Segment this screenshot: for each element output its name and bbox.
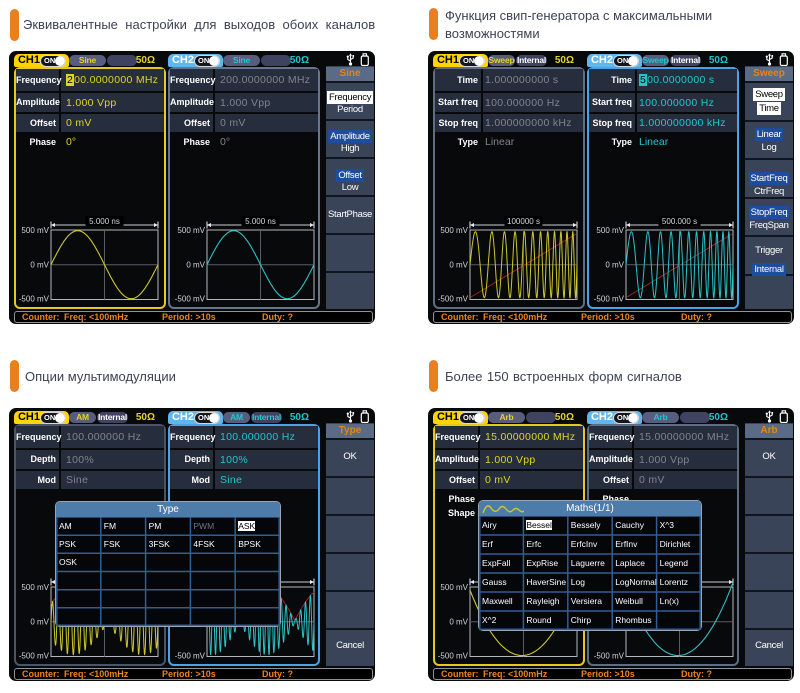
svg-text:500 mV: 500 mV xyxy=(177,226,205,235)
svg-text:-500 mV: -500 mV xyxy=(438,295,469,304)
svg-text:0 mV: 0 mV xyxy=(605,261,624,270)
svg-text:500 mV: 500 mV xyxy=(596,226,624,235)
svg-text:-500 mV: -500 mV xyxy=(438,652,469,661)
svg-text:500 mV: 500 mV xyxy=(21,226,49,235)
svg-text:0 mV: 0 mV xyxy=(30,618,49,627)
svg-text:100000 s: 100000 s xyxy=(507,217,540,226)
svg-text:5.000 ns: 5.000 ns xyxy=(245,217,276,226)
svg-text:-500 mV: -500 mV xyxy=(19,295,50,304)
svg-text:-500 mV: -500 mV xyxy=(594,295,625,304)
svg-text:0 mV: 0 mV xyxy=(30,261,49,270)
svg-text:0 mV: 0 mV xyxy=(186,261,205,270)
svg-text:-500 mV: -500 mV xyxy=(594,652,625,661)
svg-text:500 mV: 500 mV xyxy=(440,226,468,235)
svg-text:0 mV: 0 mV xyxy=(449,261,468,270)
svg-text:-500 mV: -500 mV xyxy=(175,295,206,304)
svg-text:5.000 ns: 5.000 ns xyxy=(89,217,120,226)
svg-text:-500 mV: -500 mV xyxy=(175,652,206,661)
svg-text:500 mV: 500 mV xyxy=(21,583,49,592)
svg-text:500.000 s: 500.000 s xyxy=(662,217,697,226)
svg-text:0 mV: 0 mV xyxy=(449,618,468,627)
svg-text:-500 mV: -500 mV xyxy=(19,652,50,661)
svg-text:500 mV: 500 mV xyxy=(440,583,468,592)
